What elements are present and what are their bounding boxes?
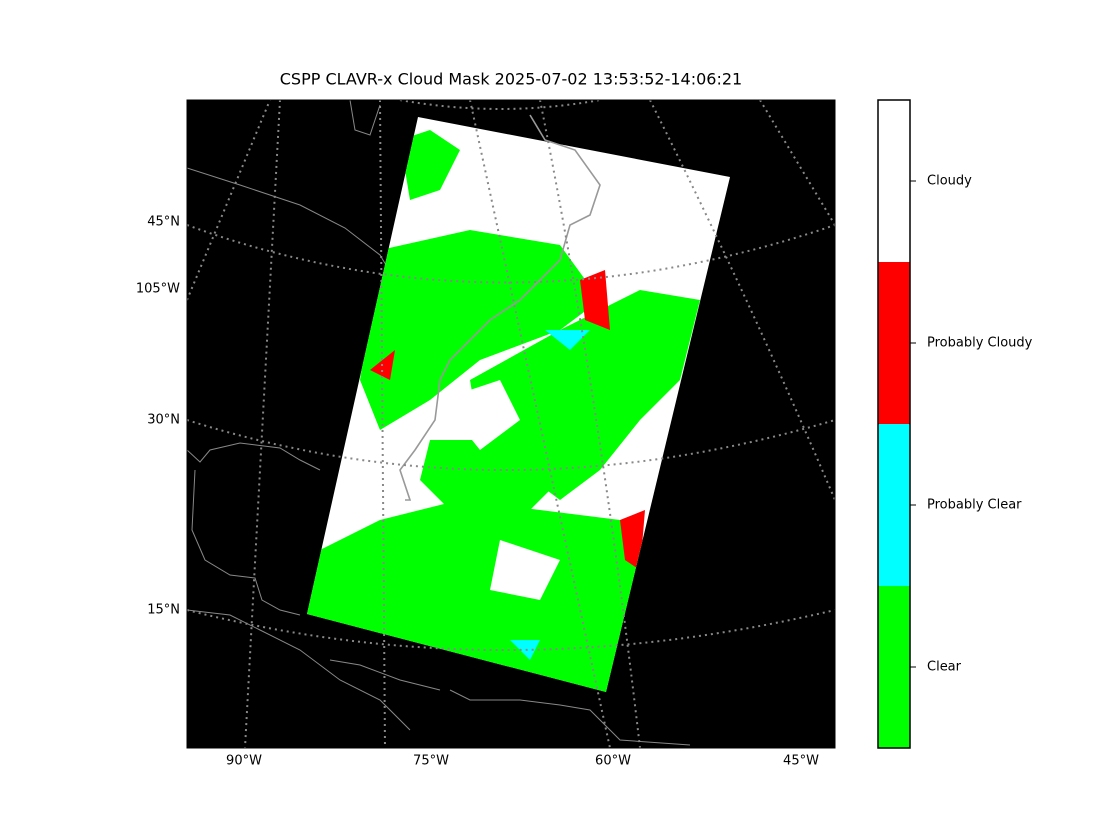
colorbar-label: Cloudy — [927, 174, 972, 189]
coastline — [187, 167, 691, 746]
coastline — [349, 100, 381, 136]
probably-clear-area — [510, 640, 540, 660]
colorbar-segment — [878, 100, 910, 262]
cloudy-area — [490, 540, 560, 600]
colorbar-segment — [878, 424, 910, 586]
graticule — [187, 100, 835, 651]
graticule — [187, 100, 835, 748]
colorbar-segment — [878, 262, 910, 424]
lon-label: 90°W — [226, 754, 262, 769]
lat-label: 105°W — [136, 282, 180, 297]
probably-clear-area — [545, 330, 590, 350]
lon-label: 60°W — [595, 754, 631, 769]
coastline — [399, 114, 601, 501]
colorbar-label: Probably Cloudy — [927, 336, 1033, 351]
map — [187, 100, 835, 748]
colorbar-label: Probably Clear — [927, 498, 1022, 513]
map-frame — [186, 99, 836, 749]
title: CSPP CLAVR-x Cloud Mask 2025-07-02 13:53… — [280, 70, 742, 89]
probably-cloudy-area — [580, 270, 610, 330]
clear-area — [420, 440, 560, 520]
colorbar-segment — [878, 586, 910, 748]
lat-label: 30°N — [147, 413, 180, 428]
cloudy-area — [440, 380, 520, 450]
clear-area — [400, 130, 460, 200]
lat-label: 45°N — [147, 215, 180, 230]
lon-label: 45°W — [783, 754, 819, 769]
colorbar-frame — [877, 99, 911, 749]
lat-label: 15°N — [147, 603, 180, 618]
probably-cloudy-area — [620, 510, 645, 570]
colorbar-label: Clear — [927, 660, 962, 675]
lon-label: 75°W — [413, 754, 449, 769]
colorbar: Clear Probably Clear Probably Cloudy Cloudy — [877, 99, 1033, 749]
